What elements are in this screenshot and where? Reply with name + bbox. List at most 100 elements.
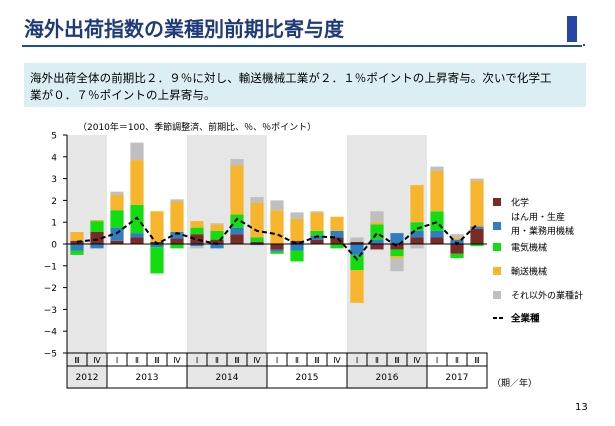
bar-segment-machinery: [110, 227, 124, 241]
bar-segment-transport: [430, 170, 444, 212]
bar-segment-electrical: [290, 250, 304, 262]
bar-segment-other: [450, 234, 464, 238]
bar-segment-chemical: [190, 234, 204, 244]
bar-segment-other: [110, 191, 124, 195]
bar-segment-electrical: [110, 210, 124, 228]
legend-label-chemical: 化学: [511, 197, 529, 209]
bar-segment-chemical: [330, 237, 344, 244]
page-title: 海外出荷指数の業種別前期比寄与度: [24, 17, 344, 41]
y-tick-label: 4: [51, 153, 57, 163]
bar-segment-machinery: [290, 244, 304, 251]
bar-segment-machinery: [430, 230, 444, 238]
bar-segment-transport: [270, 210, 284, 244]
bar-segment-transport: [310, 212, 324, 231]
chart-unit-note: （2010年＝100、季節調整済、前期比、％、％ポイント）: [78, 121, 316, 133]
bar-segment-machinery: [170, 232, 184, 239]
bar-segment-transport: [130, 160, 144, 205]
legend-label-electrical: 電気機械: [511, 242, 547, 254]
bar-segment-transport: [90, 220, 104, 222]
quarter-label: Ⅳ: [173, 356, 181, 365]
legend-swatch-transport: [493, 267, 501, 275]
quarter-label: Ⅰ: [276, 356, 278, 365]
bar-segment-chemical: [430, 237, 444, 244]
bar-segment-transport: [210, 224, 224, 231]
quarter-label: Ⅳ: [333, 356, 341, 365]
x-axis-note: （期／年）: [492, 377, 537, 389]
quarter-label: Ⅰ: [196, 356, 198, 365]
quarter-label: Ⅰ: [436, 356, 438, 365]
quarter-label: Ⅳ: [253, 356, 261, 365]
bar-segment-electrical: [270, 251, 284, 254]
bar-segment-machinery: [130, 233, 144, 238]
y-tick-label: 3: [51, 175, 57, 185]
bar-segment-transport: [330, 216, 344, 231]
bar-segment-chemical: [290, 240, 304, 244]
bar-segment-electrical: [190, 227, 204, 235]
bar-segment-transport: [150, 211, 164, 242]
bar-segment-machinery: [410, 230, 424, 238]
bar-segment-other: [130, 142, 144, 161]
bar-segment-electrical: [310, 230, 324, 236]
legend-swatch-machinery: [493, 222, 501, 230]
bar-segment-machinery: [470, 226, 484, 229]
bar-segment-other: [350, 237, 364, 242]
bar-segment-chemical: [450, 244, 464, 254]
title-underline: [22, 45, 582, 47]
legend-swatch-other: [493, 291, 501, 299]
quarter-label: Ⅲ: [314, 356, 320, 365]
legend-swatch-chemical: [493, 198, 501, 206]
bar-segment-chemical: [170, 238, 184, 244]
bar-segment-electrical: [170, 244, 184, 249]
bar-segment-other: [310, 211, 324, 213]
bar-segment-machinery: [370, 239, 384, 244]
bar-segment-chemical: [110, 240, 124, 244]
year-shade-band: [67, 135, 107, 389]
quarter-label: Ⅲ: [154, 356, 160, 365]
bar-segment-chemical: [350, 241, 364, 244]
bar-segment-other: [210, 223, 224, 225]
y-tick-label: 2: [51, 197, 57, 207]
bar-segment-chemical: [470, 228, 484, 244]
bar-segment-chemical: [230, 234, 244, 244]
year-label: 2017: [446, 373, 469, 383]
bar-segment-chemical: [270, 244, 284, 250]
quarter-label: Ⅱ: [375, 356, 379, 365]
quarter-label: Ⅱ: [215, 356, 219, 365]
bar-segment-other: [270, 200, 284, 211]
bar-segment-machinery: [390, 233, 404, 244]
bar-segment-electrical: [250, 237, 264, 242]
year-label: 2013: [136, 373, 159, 383]
bar-segment-machinery: [270, 249, 284, 252]
bar-segment-electrical: [70, 250, 84, 255]
bar-segment-chemical: [130, 237, 144, 244]
bar-segment-other: [430, 166, 444, 171]
legend-label-other: それ以外の業種計: [511, 290, 583, 302]
summary-line-2: 業が０．７％ポイントの上昇寄与。: [30, 88, 216, 102]
bar-segment-machinery: [70, 244, 84, 251]
bar-segment-machinery: [230, 227, 244, 235]
bar-segment-transport: [250, 202, 264, 238]
y-tick-label: −3: [44, 306, 57, 316]
bar-segment-chemical: [250, 241, 264, 244]
bar-segment-chemical: [370, 244, 384, 250]
bar-segment-machinery: [350, 244, 364, 255]
quarter-label: Ⅲ: [394, 356, 400, 365]
bar-segment-electrical: [370, 224, 384, 240]
summary-line-1: 海外出荷全体の前期比２．９％に対し、輸送機械工業が２．１％ポイントの上昇寄与。次…: [30, 71, 552, 85]
y-tick-label: 5: [51, 132, 57, 142]
axis-table-frame: [66, 352, 488, 389]
bar-segment-other: [370, 211, 384, 223]
legend-label-total: 全業種: [510, 313, 540, 325]
bar-segment-machinery: [90, 244, 104, 249]
bar-segment-transport: [290, 218, 304, 241]
bar-segment-machinery: [450, 239, 464, 244]
bar-segment-other: [170, 199, 184, 202]
bar-segment-chemical: [390, 244, 404, 250]
bar-segment-transport: [410, 185, 424, 223]
quarter-label: Ⅳ: [93, 356, 101, 365]
bar-segment-electrical: [210, 230, 224, 240]
bar-segment-electrical: [330, 244, 344, 249]
bar-segment-machinery: [150, 244, 164, 248]
y-tick-label: −2: [44, 284, 57, 294]
bar-segment-transport: [110, 194, 124, 211]
